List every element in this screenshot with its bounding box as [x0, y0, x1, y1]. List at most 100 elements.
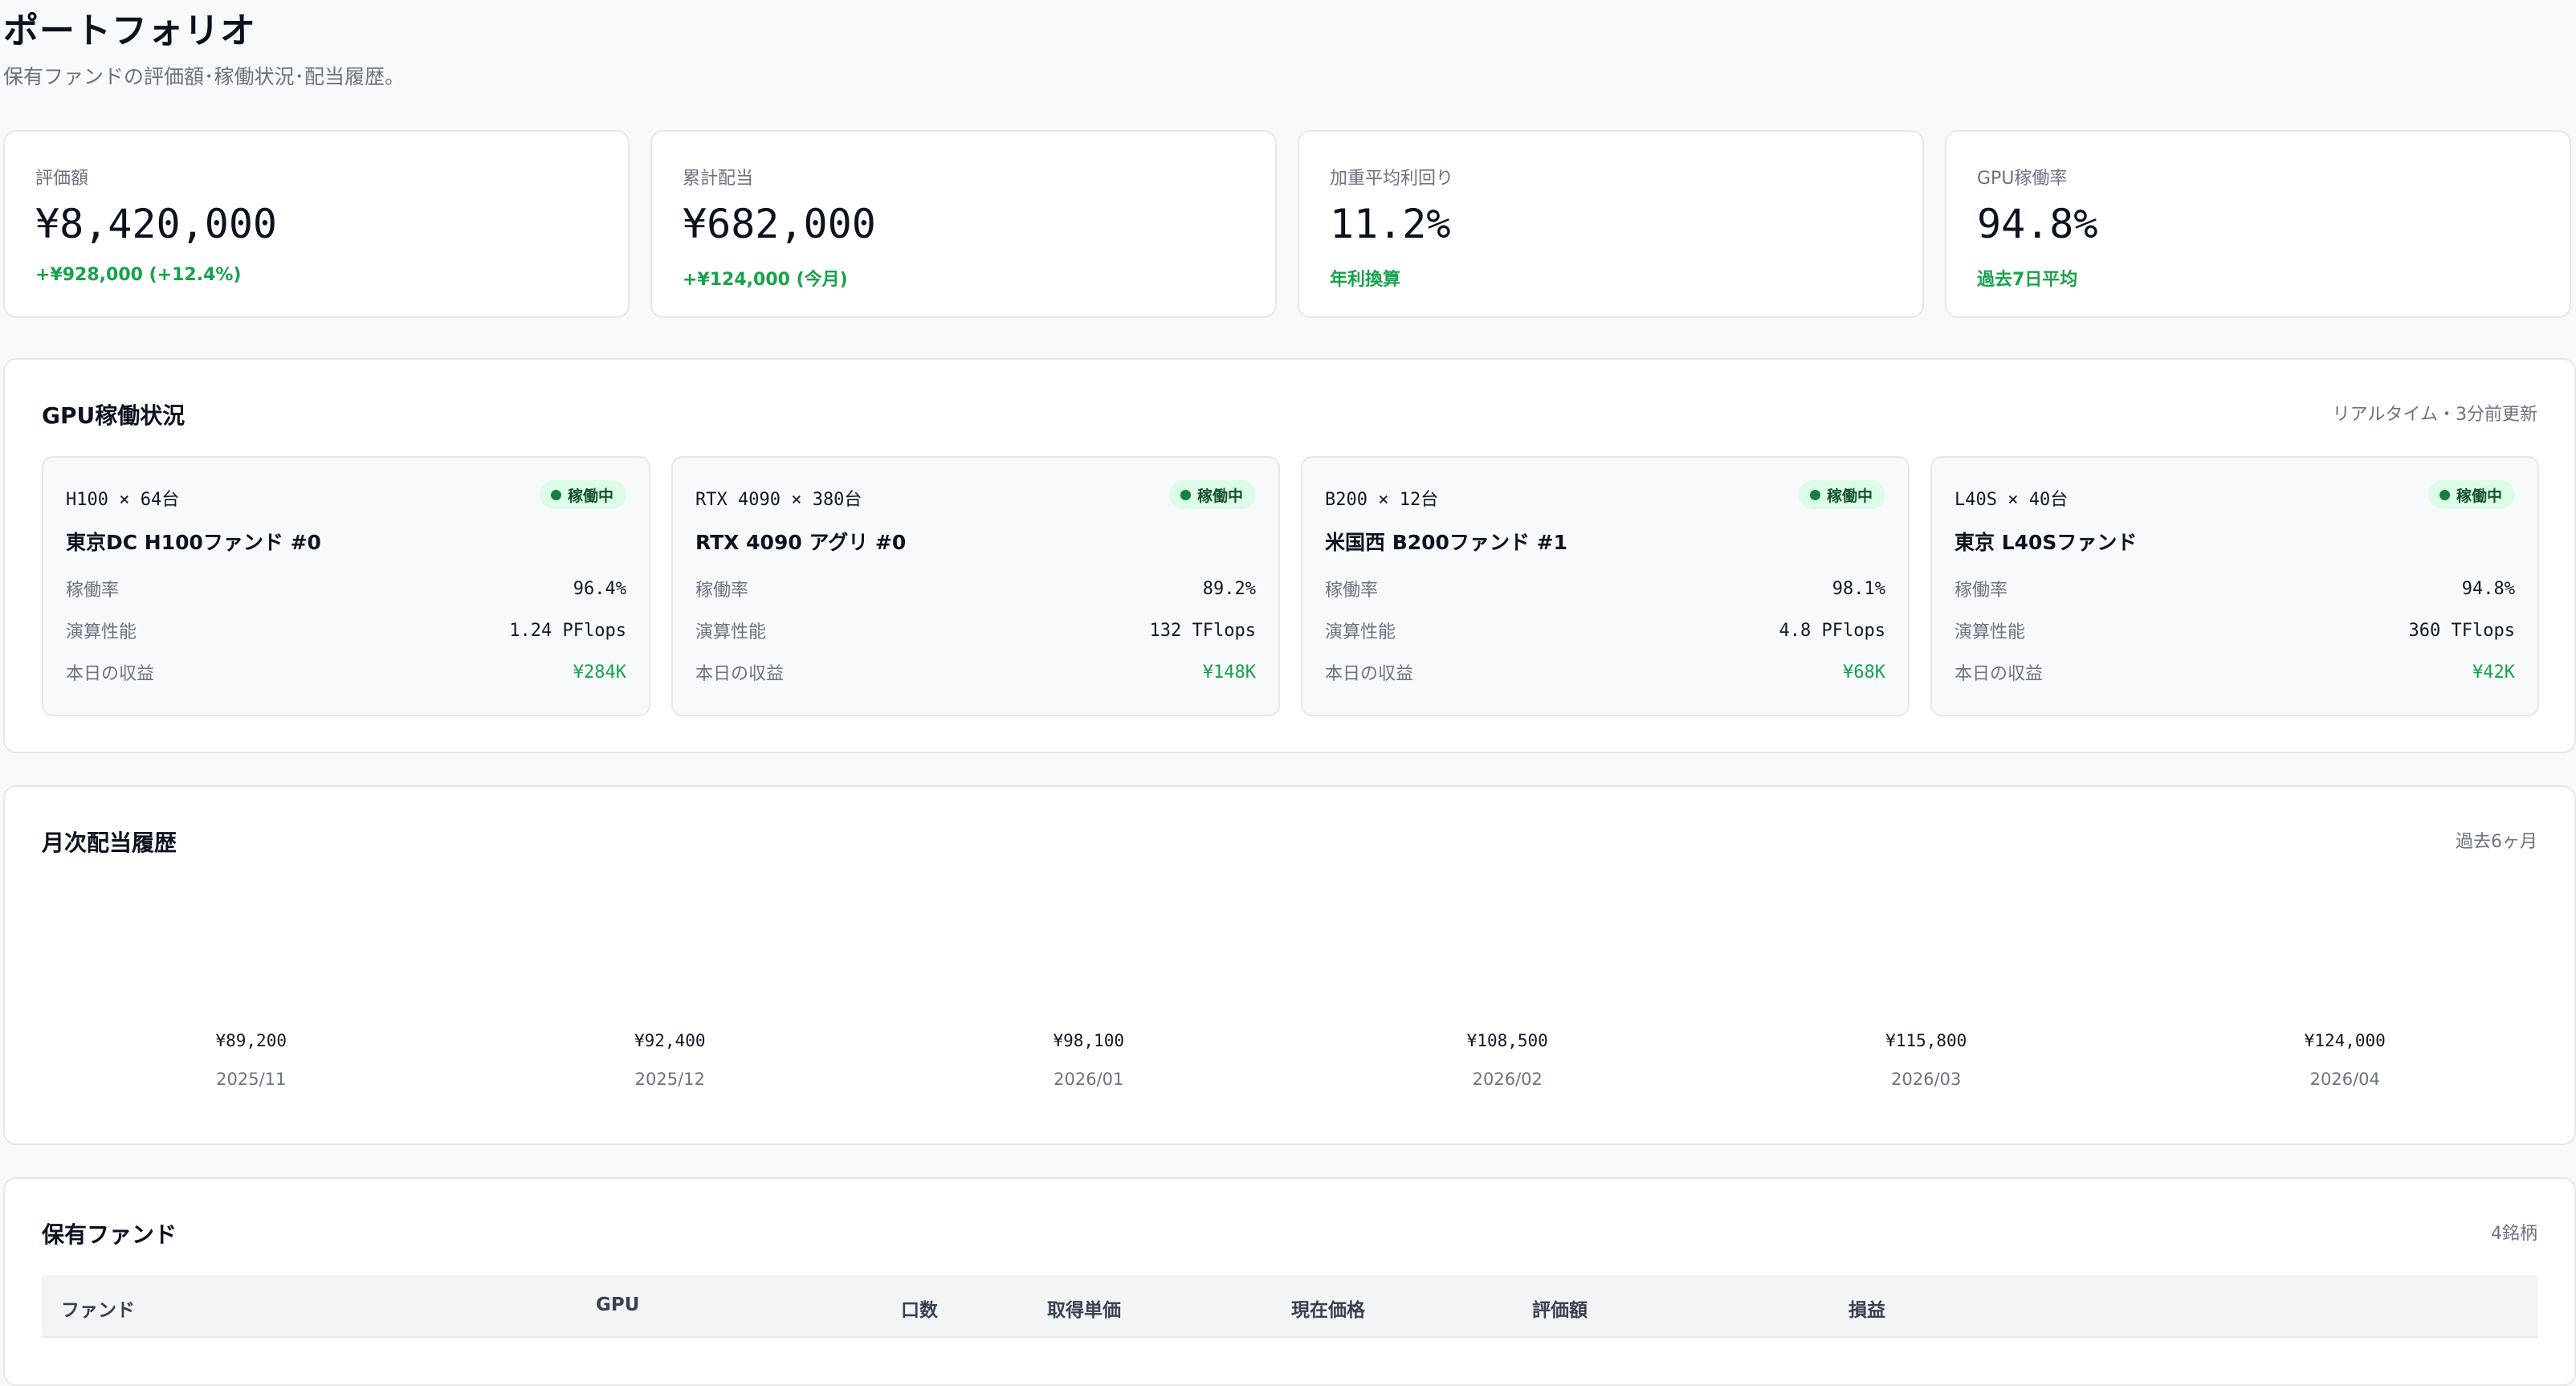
stat-label: GPU稼働率 — [1977, 169, 2068, 189]
util-row: 稼働率 96.4% — [66, 577, 626, 601]
revenue-value: ¥148K — [1202, 662, 1256, 683]
chart-category-label: 2026/02 — [1472, 1070, 1543, 1089]
col-header-units[interactable]: 口数 — [901, 1300, 938, 1321]
stat-card-cumulative-dividend: 累計配当 ¥682,000 +¥124,000 (今月) — [650, 130, 1277, 318]
stat-delta: +¥928,000 (+12.4%) — [35, 265, 242, 285]
col-header-gpu[interactable]: GPU — [596, 1294, 640, 1315]
perf-row: 演算性能 360 TFlops — [1954, 618, 2515, 643]
chart-column: ¥115,800 2026/03 — [1806, 1031, 2047, 1095]
revenue-row: 本日の収益 ¥284K — [66, 660, 626, 685]
row-label: 演算性能 — [66, 622, 137, 642]
row-label: 本日の収益 — [1325, 664, 1414, 684]
col-header-valuation[interactable]: 評価額 — [1532, 1300, 1588, 1321]
fund-name: 東京 L40Sファンド — [1954, 531, 2138, 554]
util-value: 89.2% — [1202, 578, 1256, 599]
fund-name: 米国西 B200ファンド #1 — [1325, 531, 1567, 554]
chart-column: ¥92,400 2025/12 — [549, 1031, 790, 1095]
status-badge: 稼働中 — [539, 480, 626, 509]
dividend-chart: ¥89,200 2025/11 ¥92,400 2025/12 ¥98,100 2026/… — [5, 787, 2576, 1147]
stat-value: 94.8% — [1977, 201, 2098, 247]
perf-value: 360 TFlops — [2408, 620, 2515, 641]
gpu-card[interactable]: RTX 4090 × 380台 稼働中 RTX 4090 アグリ #0 稼働率 8… — [671, 456, 1280, 716]
fund-name: RTX 4090 アグリ #0 — [695, 531, 907, 554]
row-label: 本日の収益 — [1954, 664, 2044, 684]
perf-row: 演算性能 1.24 PFlops — [66, 618, 626, 643]
perf-value: 132 TFlops — [1149, 620, 1256, 641]
chart-value-label: ¥115,800 — [1885, 1031, 1967, 1050]
util-row: 稼働率 98.1% — [1325, 577, 1885, 601]
gpu-card[interactable]: B200 × 12台 稼働中 米国西 B200ファンド #1 稼働率 98.1% … — [1301, 456, 1910, 716]
revenue-value: ¥68K — [1843, 662, 1885, 683]
gpu-card[interactable]: L40S × 40台 稼働中 東京 L40Sファンド 稼働率 94.8% 演算性能… — [1930, 456, 2539, 716]
row-label: 稼働率 — [66, 581, 120, 601]
section-title: GPU稼働状況 — [42, 402, 185, 429]
chart-column: ¥89,200 2025/11 — [131, 1031, 372, 1095]
util-row: 稼働率 89.2% — [695, 577, 1256, 601]
chart-column: ¥98,100 2026/01 — [968, 1031, 1209, 1095]
status-dot-icon — [1180, 489, 1191, 500]
section-meta: 過去6ヶ月 — [2456, 832, 2537, 852]
status-label: 稼働中 — [2456, 487, 2502, 505]
chart-value-label: ¥98,100 — [1053, 1031, 1124, 1050]
col-header-price[interactable]: 現在価格 — [1291, 1300, 1365, 1321]
stat-label: 加重平均利回り — [1330, 169, 1454, 189]
stat-card-weighted-yield: 加重平均利回り 11.2% 年利換算 — [1298, 130, 1924, 318]
gpu-spec: RTX 4090 × 380台 — [695, 490, 862, 510]
col-header-cost[interactable]: 取得単価 — [1047, 1300, 1121, 1321]
revenue-value: ¥284K — [573, 662, 626, 683]
row-label: 稼働率 — [695, 581, 749, 601]
page-subtitle: 保有ファンドの評価額･稼働状況･配当履歴。 — [3, 65, 406, 88]
holdings-section: 保有ファンド 4銘柄 ファンド GPU 口数 取得単価 現在価格 評価額 損益 — [3, 1177, 2576, 1386]
status-badge: 稼働中 — [1798, 480, 1885, 509]
section-title: 保有ファンド — [42, 1221, 177, 1248]
chart-column: ¥108,500 2026/02 — [1387, 1031, 1628, 1095]
row-label: 本日の収益 — [66, 664, 155, 684]
row-label: 演算性能 — [1325, 622, 1396, 642]
revenue-value: ¥42K — [2472, 662, 2515, 683]
gpu-card[interactable]: H100 × 64台 稼働中 東京DC H100ファンド #0 稼働率 96.4%… — [42, 456, 650, 716]
table-header: ファンド GPU 口数 取得単価 現在価格 評価額 損益 — [42, 1275, 2537, 1338]
revenue-row: 本日の収益 ¥68K — [1325, 660, 1885, 685]
stat-value: 11.2% — [1330, 201, 1451, 247]
row-label: 稼働率 — [1954, 581, 2008, 601]
row-label: 演算性能 — [695, 622, 767, 642]
page-title: ポートフォリオ — [3, 10, 256, 51]
status-badge: 稼働中 — [2427, 480, 2515, 509]
dividend-history-section: 月次配当履歴 過去6ヶ月 ¥89,200 2025/11 ¥92,400 2025/1… — [3, 785, 2576, 1145]
fund-name: 東京DC H100ファンド #0 — [66, 531, 321, 554]
perf-row: 演算性能 4.8 PFlops — [1325, 618, 1885, 643]
section-title: 月次配当履歴 — [42, 830, 177, 856]
stat-delta: +¥124,000 (今月) — [683, 270, 848, 290]
stat-label: 累計配当 — [683, 169, 754, 189]
col-header-pnl[interactable]: 損益 — [1848, 1300, 1885, 1321]
row-label: 本日の収益 — [695, 664, 785, 684]
stat-value: ¥8,420,000 — [35, 201, 278, 247]
gpu-status-section: GPU稼働状況 リアルタイム・3分前更新 H100 × 64台 稼働中 東京DC… — [3, 358, 2576, 753]
status-dot-icon — [550, 489, 561, 500]
status-label: 稼働中 — [1826, 487, 1873, 505]
status-badge: 稼働中 — [1168, 480, 1256, 509]
status-dot-icon — [2439, 489, 2450, 500]
perf-row: 演算性能 132 TFlops — [695, 618, 1256, 643]
chart-category-label: 2026/04 — [2309, 1070, 2380, 1089]
stat-delta: 年利換算 — [1330, 270, 1401, 290]
chart-category-label: 2026/01 — [1054, 1070, 1124, 1089]
section-meta: 4銘柄 — [2491, 1224, 2537, 1244]
gpu-spec: L40S × 40台 — [1954, 490, 2069, 510]
chart-category-label: 2025/11 — [216, 1070, 287, 1089]
revenue-row: 本日の収益 ¥42K — [1954, 660, 2515, 685]
perf-value: 1.24 PFlops — [509, 620, 626, 641]
chart-column: ¥124,000 2026/04 — [2224, 1031, 2465, 1095]
stat-label: 評価額 — [35, 169, 89, 189]
stat-card-gpu-utilization: GPU稼働率 94.8% 過去7日平均 — [1945, 130, 2571, 318]
stat-delta: 過去7日平均 — [1977, 270, 2078, 290]
revenue-row: 本日の収益 ¥148K — [695, 660, 1256, 685]
status-dot-icon — [1809, 489, 1820, 500]
chart-value-label: ¥89,200 — [215, 1031, 287, 1050]
util-value: 98.1% — [1832, 578, 1885, 599]
gpu-spec: H100 × 64台 — [66, 490, 180, 510]
util-value: 94.8% — [2461, 578, 2515, 599]
col-header-fund[interactable]: ファンド — [61, 1300, 135, 1321]
util-value: 96.4% — [573, 578, 626, 599]
perf-value: 4.8 PFlops — [1779, 620, 1885, 641]
